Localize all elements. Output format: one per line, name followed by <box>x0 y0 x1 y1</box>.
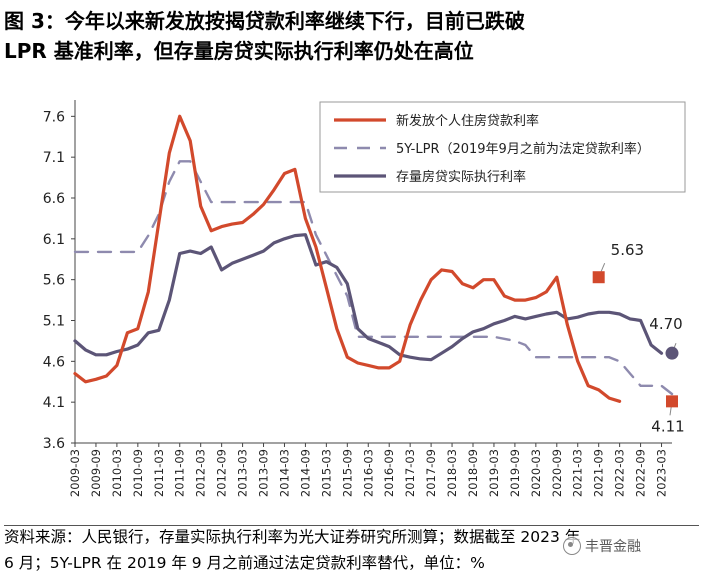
x-tick-label: 2014-03 <box>277 449 291 497</box>
x-tick-label: 2010-09 <box>131 449 145 497</box>
note-line-2: 6 月；5Y-LPR 在 2019 年 9 月之前通过法定贷款利率替代，单位：% <box>4 554 485 572</box>
x-tick-label: 2011-03 <box>152 449 166 497</box>
title-line-2: LPR 基准利率，但存量房贷实际执行利率仍处在高位 <box>4 39 474 63</box>
series-line <box>73 233 664 362</box>
annotation-marker <box>665 346 679 360</box>
x-tick-label: 2015-09 <box>340 449 354 497</box>
title-line-1: 图 3：今年以来新发放按揭贷款利率继续下行，目前已跌破 <box>4 9 525 33</box>
x-tick-label: 2017-03 <box>403 449 417 497</box>
x-tick-label: 2014-09 <box>298 449 312 497</box>
x-tick-label: 2020-09 <box>550 449 564 497</box>
y-tick-label: 7.6 <box>43 109 65 125</box>
x-tick-label: 2018-03 <box>445 449 459 497</box>
x-tick-label: 2010-03 <box>110 449 124 497</box>
y-tick-label: 6.6 <box>43 191 65 207</box>
figure-title: 图 3：今年以来新发放按揭贷款利率继续下行，目前已跌破 LPR 基准利率，但存量… <box>4 6 699 66</box>
annotation-label: 4.70 <box>649 315 682 333</box>
y-tick-label: 3.6 <box>43 436 65 452</box>
x-tick-label: 2009-03 <box>68 449 82 497</box>
series-line <box>73 160 674 396</box>
y-tick-label: 5.1 <box>43 314 65 330</box>
y-tick-label: 6.1 <box>43 232 65 248</box>
x-tick-label: 2012-09 <box>215 449 229 497</box>
watermark: 丰晋金融 <box>560 536 644 556</box>
note-line-1: 资料来源：人民银行，存量实际执行利率为光大证券研究所测算；数据截至 2023 年 <box>4 528 581 546</box>
y-tick-label: 4.1 <box>43 395 65 411</box>
x-tick-label: 2016-09 <box>382 449 396 497</box>
wechat-icon <box>563 537 581 555</box>
x-tick-label: 2022-09 <box>634 449 648 497</box>
x-tick-label: 2018-09 <box>466 449 480 497</box>
y-tick-label: 4.6 <box>43 354 65 370</box>
annotation-label: 4.11 <box>651 417 684 435</box>
x-tick-label: 2020-03 <box>529 449 543 497</box>
x-tick-label: 2016-03 <box>361 449 375 497</box>
legend-label: 5Y-LPR（2019年9月之前为法定贷款利率） <box>396 141 650 157</box>
x-tick-label: 2021-03 <box>571 449 585 497</box>
x-tick-label: 2023-03 <box>655 449 669 497</box>
x-tick-label: 2019-09 <box>508 449 522 497</box>
x-tick-label: 2019-03 <box>487 449 501 497</box>
x-tick-label: 2013-09 <box>257 449 271 497</box>
note-divider <box>4 525 699 526</box>
x-tick-label: 2011-09 <box>173 449 187 497</box>
source-note: 资料来源：人民银行，存量实际执行利率为光大证券研究所测算；数据截至 2023 年… <box>4 524 699 576</box>
series-line <box>73 114 622 403</box>
x-tick-label: 2022-03 <box>613 449 627 497</box>
legend-label: 存量房贷实际执行利率 <box>396 169 526 185</box>
x-tick-label: 2015-03 <box>319 449 333 497</box>
x-tick-label: 2017-09 <box>424 449 438 497</box>
annotation-label: 5.63 <box>611 241 644 259</box>
y-tick-label: 5.6 <box>43 273 65 289</box>
annotation-marker <box>592 271 605 284</box>
annotation-marker <box>666 395 678 408</box>
x-tick-label: 2012-03 <box>194 449 208 497</box>
x-tick-label: 2021-09 <box>592 449 606 497</box>
x-tick-label: 2013-03 <box>236 449 250 497</box>
x-tick-label: 2009-09 <box>89 449 103 497</box>
legend-label: 新发放个人住房贷款利率 <box>396 113 539 129</box>
y-tick-label: 7.1 <box>43 150 65 166</box>
watermark-text: 丰晋金融 <box>585 539 641 555</box>
